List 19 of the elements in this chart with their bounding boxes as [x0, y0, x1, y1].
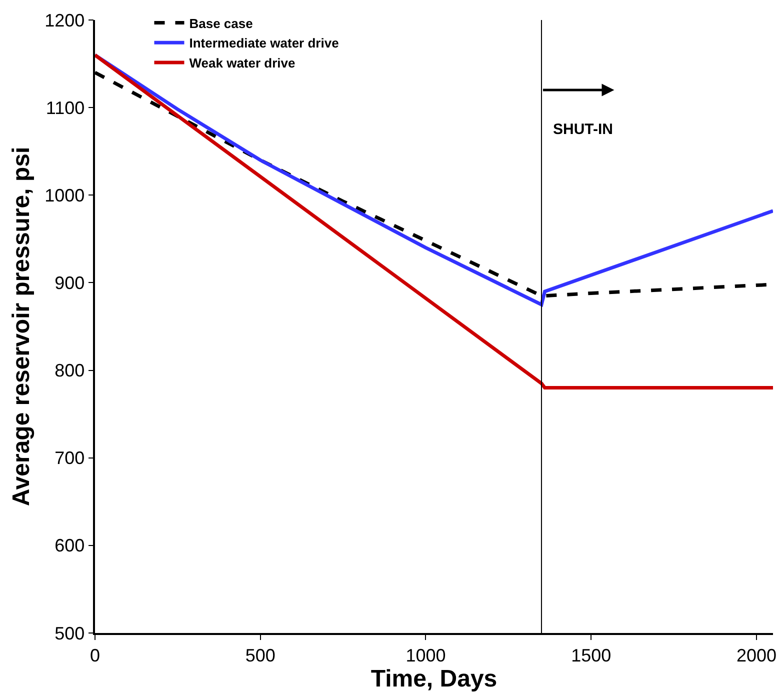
y-axis-title: Average reservoir pressure, psi [8, 146, 36, 506]
y-tick-label: 800 [54, 360, 85, 381]
x-tick-label: 1500 [571, 645, 612, 666]
x-tick-label: 500 [245, 645, 276, 666]
x-tick-label: 1000 [406, 645, 446, 666]
y-tick-label: 900 [54, 273, 85, 294]
ref-line-label: SHUT-IN [553, 121, 613, 138]
legend-label: Weak water drive [189, 56, 296, 71]
x-tick-label: 0 [90, 645, 100, 666]
y-tick-label: 1200 [44, 10, 85, 30]
x-axis-title: Time, Days [370, 665, 498, 692]
legend-label: Base case [189, 16, 253, 31]
y-tick-label: 600 [54, 536, 85, 556]
y-tick-label: 500 [54, 623, 85, 644]
y-tick-label: 1000 [44, 185, 85, 206]
legend-label: Intermediate water drive [189, 36, 339, 51]
y-tick-label: 1100 [46, 98, 85, 118]
y-tick-label: 700 [54, 448, 85, 468]
x-tick-label: 2000 [736, 645, 776, 666]
